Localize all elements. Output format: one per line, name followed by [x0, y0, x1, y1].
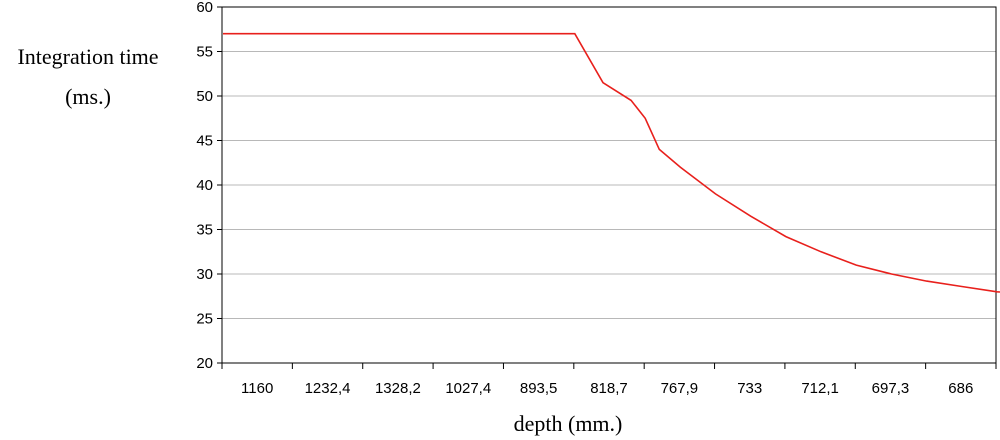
x-tick-label: 1232,4	[305, 380, 351, 397]
y-tick-label: 55	[196, 44, 213, 61]
y-axis-title-line2: (ms.)	[65, 84, 111, 109]
y-gridlines	[222, 51, 996, 319]
x-tick-label: 712,1	[801, 380, 839, 397]
y-tick-label: 35	[196, 222, 213, 239]
x-axis-ticks: 1160 1232,4 1328,2 1027,4 893,5 818,7 767,9 733…	[221, 363, 997, 397]
y-tick-label: 25	[196, 311, 213, 328]
x-tick-label: 686	[948, 380, 973, 397]
x-tick-label: 893,5	[520, 380, 558, 397]
x-tick-label: 1027,4	[445, 380, 491, 397]
y-axis-title-line1: Integration time	[17, 44, 158, 69]
series-line-integration-time	[223, 32, 1000, 293]
y-tick-label: 40	[196, 177, 213, 194]
x-axis-title: depth (mm.)	[514, 411, 623, 436]
x-tick-label: 1160	[241, 380, 273, 397]
y-axis-ticks: 20 25 30 35 40 45 50 55 60	[196, 0, 222, 372]
y-tick-label: 45	[196, 133, 213, 150]
x-tick-label: 733	[737, 380, 762, 397]
x-tick-label: 767,9	[661, 380, 699, 397]
x-tick-label: 1328,2	[375, 380, 421, 397]
x-tick-label: 697,3	[872, 380, 910, 397]
y-tick-label: 50	[196, 88, 213, 105]
y-tick-label: 30	[196, 266, 213, 283]
x-tick-label: 818,7	[590, 380, 628, 397]
y-tick-label: 20	[196, 355, 213, 372]
y-tick-label: 60	[196, 0, 213, 16]
